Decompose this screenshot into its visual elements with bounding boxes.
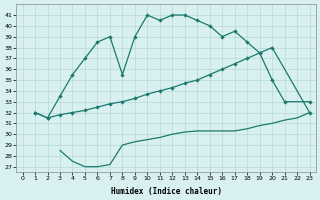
X-axis label: Humidex (Indice chaleur): Humidex (Indice chaleur): [111, 187, 221, 196]
